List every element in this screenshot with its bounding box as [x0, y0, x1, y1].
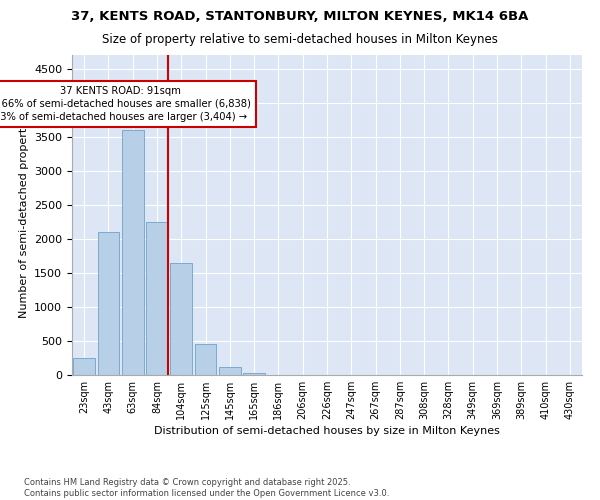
Bar: [194, 344, 217, 375]
Bar: [170, 262, 192, 375]
Y-axis label: Number of semi-detached properties: Number of semi-detached properties: [19, 112, 29, 318]
Bar: [219, 367, 241, 375]
Bar: [97, 232, 119, 375]
Text: 37, KENTS ROAD, STANTONBURY, MILTON KEYNES, MK14 6BA: 37, KENTS ROAD, STANTONBURY, MILTON KEYN…: [71, 10, 529, 23]
Bar: [146, 222, 168, 375]
Text: 37 KENTS ROAD: 91sqm
← 66% of semi-detached houses are smaller (6,838)
33% of se: 37 KENTS ROAD: 91sqm ← 66% of semi-detac…: [0, 86, 251, 122]
Text: Size of property relative to semi-detached houses in Milton Keynes: Size of property relative to semi-detach…: [102, 32, 498, 46]
Bar: [73, 358, 95, 375]
Bar: [243, 373, 265, 375]
Text: Contains HM Land Registry data © Crown copyright and database right 2025.
Contai: Contains HM Land Registry data © Crown c…: [24, 478, 389, 498]
Bar: [122, 130, 143, 375]
X-axis label: Distribution of semi-detached houses by size in Milton Keynes: Distribution of semi-detached houses by …: [154, 426, 500, 436]
